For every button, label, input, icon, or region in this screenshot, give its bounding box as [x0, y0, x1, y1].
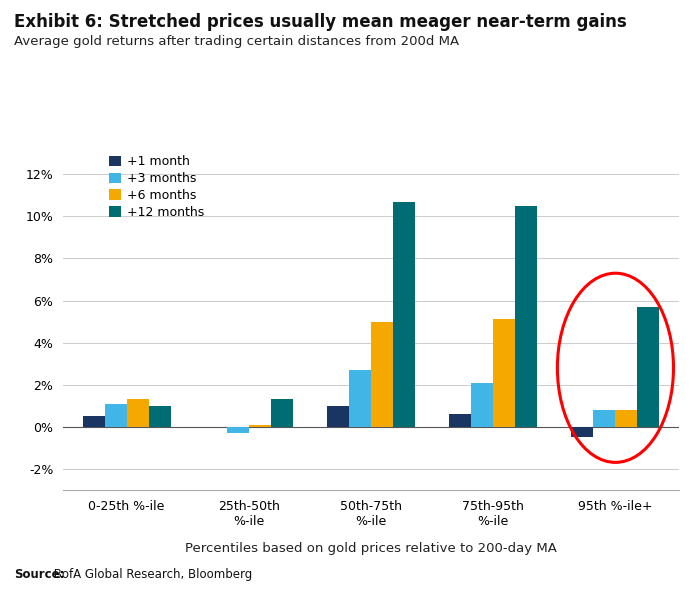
- Bar: [227, 427, 248, 433]
- Bar: [327, 406, 349, 427]
- Legend: +1 month, +3 months, +6 months, +12 months: +1 month, +3 months, +6 months, +12 mont…: [106, 153, 207, 221]
- Bar: [594, 410, 615, 427]
- Text: Source:: Source:: [14, 568, 64, 581]
- Bar: [271, 399, 293, 427]
- Bar: [104, 404, 127, 427]
- Bar: [393, 202, 415, 427]
- Text: Average gold returns after trading certain distances from 200d MA: Average gold returns after trading certa…: [14, 35, 459, 48]
- Text: BofA Global Research, Bloomberg: BofA Global Research, Bloomberg: [50, 568, 253, 581]
- Bar: [471, 382, 493, 427]
- Bar: [127, 399, 148, 427]
- Bar: [349, 370, 371, 427]
- Text: Exhibit 6: Stretched prices usually mean meager near-term gains: Exhibit 6: Stretched prices usually mean…: [14, 13, 626, 31]
- Bar: [83, 416, 104, 427]
- Bar: [449, 414, 471, 427]
- Bar: [148, 406, 171, 427]
- Bar: [638, 307, 659, 427]
- Bar: [571, 427, 594, 437]
- Bar: [248, 425, 271, 427]
- Bar: [515, 206, 537, 427]
- Bar: [371, 322, 393, 427]
- Bar: [494, 319, 515, 427]
- Bar: [615, 410, 638, 427]
- X-axis label: Percentiles based on gold prices relative to 200-day MA: Percentiles based on gold prices relativ…: [185, 542, 557, 555]
